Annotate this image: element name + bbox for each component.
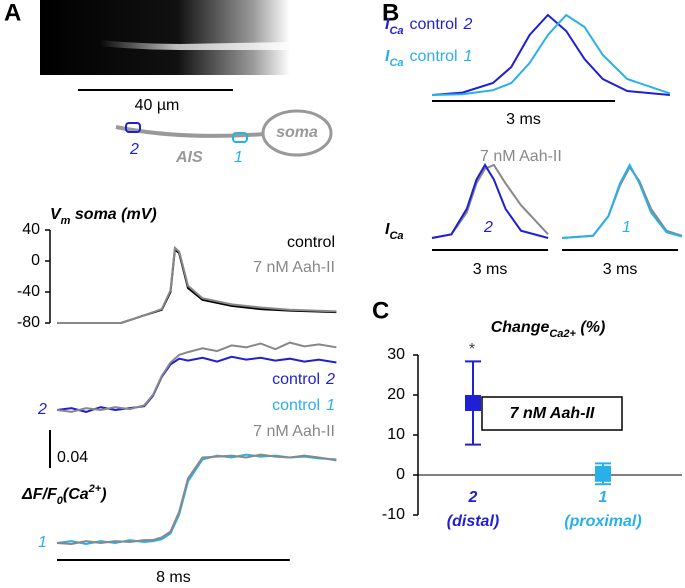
label-part: 1 — [464, 48, 473, 65]
label-part: I — [385, 48, 390, 65]
box-label: 7 nM Aah-II — [510, 405, 595, 422]
legend-entry: ICa control 1 — [385, 48, 472, 69]
time-scale-label: 3 ms — [506, 111, 541, 128]
label-part: ΔF/F — [21, 486, 58, 503]
label-part: Ca — [389, 25, 403, 37]
legend-entry: control 2 — [272, 371, 335, 388]
y-tick-label: 0 — [396, 466, 405, 483]
trace — [57, 245, 337, 324]
label-part: 2 — [463, 16, 473, 33]
trace-label: 1 — [622, 219, 631, 236]
panel-label: C — [372, 297, 389, 324]
microscope-image — [40, 0, 290, 75]
label-part: control — [272, 397, 320, 414]
category-label: 1 — [599, 489, 608, 506]
soma — [261, 109, 333, 157]
label-part: control — [410, 16, 458, 33]
site-label: 1 — [234, 149, 243, 166]
label-part: 2 — [325, 371, 335, 388]
label-part: Ca — [389, 57, 403, 69]
y-tick-label: 30 — [387, 346, 405, 363]
trace-label: 2 — [483, 219, 493, 236]
annotation-box — [481, 396, 623, 431]
trace — [561, 162, 683, 239]
axis-title: ICa — [385, 221, 404, 242]
label-part: Change — [491, 319, 550, 336]
y-tick-label: -80 — [17, 314, 40, 331]
label-part: I — [385, 16, 390, 33]
trace — [56, 341, 337, 413]
label-part: (Ca — [63, 486, 89, 503]
label-part: Ca — [389, 230, 403, 242]
trace — [56, 453, 337, 546]
label-part: ) — [99, 486, 106, 503]
category-note: (proximal) — [564, 513, 641, 530]
y-tick-label: 10 — [387, 426, 405, 443]
panel-label: B — [382, 0, 399, 26]
category-note: (distal) — [447, 513, 499, 530]
chart-title: ChangeCa2+ (%) — [491, 319, 606, 340]
legend-entry: 7 nM Aah-II — [480, 148, 562, 165]
label-part: 7 nM Aah-II — [253, 423, 335, 440]
label-part: control — [272, 371, 320, 388]
point — [595, 465, 611, 482]
time-scale-label: 3 ms — [603, 261, 638, 278]
time-scale-label: 8 ms — [156, 569, 191, 586]
legend-entry: control — [287, 234, 335, 251]
site-marker — [232, 132, 248, 143]
trace-label: 2 — [37, 401, 47, 418]
trace — [431, 13, 671, 96]
label-part: control — [410, 48, 458, 65]
y-tick-label: 0 — [31, 252, 40, 269]
axon-image — [100, 40, 290, 50]
axis-title: ΔF/F0(Ca2+) — [21, 483, 107, 507]
trace — [56, 453, 337, 546]
soma-label: soma — [276, 124, 318, 141]
site-marker — [125, 122, 141, 133]
scale-label: 0.04 — [57, 449, 88, 466]
time-scale-label: 3 ms — [473, 261, 508, 278]
ais-label: AIS — [175, 149, 203, 166]
axon — [115, 125, 266, 138]
legend-entry: control 1 — [272, 397, 335, 414]
axis-title: Vm soma (mV) — [50, 206, 157, 227]
y-tick-label: -40 — [17, 283, 40, 300]
trace-label: 1 — [38, 534, 47, 551]
y-tick-label: 40 — [22, 221, 40, 238]
label-part: m — [61, 215, 71, 227]
legend-entry: 7 nM Aah-II — [253, 259, 335, 276]
label-part: V — [50, 206, 62, 223]
trace — [431, 163, 549, 239]
label-part: soma (mV) — [70, 206, 156, 223]
significance: * — [469, 341, 475, 358]
label-part: I — [385, 221, 390, 238]
label-part: 0 — [57, 495, 64, 507]
scale-label: 40 µm — [135, 97, 180, 114]
y-tick-label: 20 — [387, 386, 405, 403]
legend-entry: ICa control 2 — [385, 16, 473, 37]
category-label: 2 — [468, 489, 478, 506]
panel-label: A — [4, 0, 21, 26]
label-part: 2+ — [88, 483, 102, 495]
site-label: 2 — [129, 141, 139, 158]
label-part: Ca2+ — [549, 328, 576, 340]
trace — [431, 13, 670, 96]
label-part: 1 — [326, 397, 335, 414]
label-part: (%) — [576, 319, 605, 336]
point — [465, 395, 481, 411]
y-tick-label: -10 — [382, 506, 405, 523]
legend-entry: 7 nM Aah-II — [253, 423, 335, 440]
